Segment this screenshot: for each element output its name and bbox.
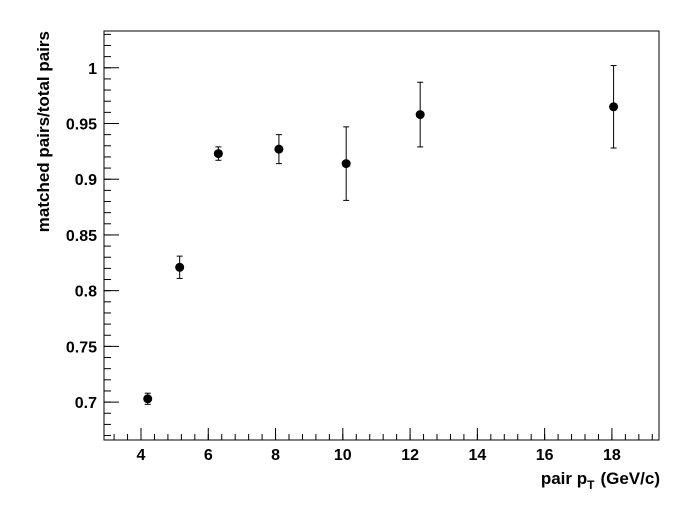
data-point bbox=[415, 110, 425, 120]
y-tick-label: 0.75 bbox=[66, 339, 97, 356]
x-tick-label: 6 bbox=[204, 447, 213, 464]
x-tick-label: 4 bbox=[137, 447, 146, 464]
x-tick-label: 12 bbox=[401, 447, 419, 464]
y-tick-label: 0.85 bbox=[66, 228, 97, 245]
y-tick-label: 0.8 bbox=[75, 284, 97, 301]
data-point bbox=[175, 262, 185, 272]
data-point bbox=[341, 159, 351, 169]
data-point bbox=[609, 102, 619, 112]
x-axis-title-unit: (GeV/c) bbox=[600, 469, 660, 488]
x-tick-label: 16 bbox=[536, 447, 554, 464]
y-axis-title: matched pairs/total pairs bbox=[34, 31, 53, 232]
y-axis: 0.7 0.75 0.8 0.85 0.9 0.95 1 bbox=[66, 33, 119, 437]
y-tick-label: 0.7 bbox=[75, 395, 97, 412]
data-point bbox=[143, 394, 153, 404]
y-tick-label: 1 bbox=[88, 61, 97, 78]
x-tick-label: 14 bbox=[468, 447, 486, 464]
y-tick-label: 0.9 bbox=[75, 172, 97, 189]
x-tick-label: 18 bbox=[603, 447, 621, 464]
x-tick-label: 8 bbox=[271, 447, 280, 464]
data-point bbox=[213, 149, 223, 159]
x-tick-label: 10 bbox=[334, 447, 352, 464]
x-axis-title-subscript: T bbox=[587, 478, 595, 492]
plot-frame bbox=[103, 30, 660, 441]
data-point bbox=[274, 144, 284, 154]
data-series bbox=[143, 65, 619, 405]
x-axis: 4 6 8 10 12 14 16 18 bbox=[113, 428, 653, 464]
y-tick-label: 0.95 bbox=[66, 116, 97, 133]
x-axis-title: pair pT (GeV/c) bbox=[541, 469, 660, 492]
x-axis-title-main: pair p bbox=[541, 469, 587, 488]
